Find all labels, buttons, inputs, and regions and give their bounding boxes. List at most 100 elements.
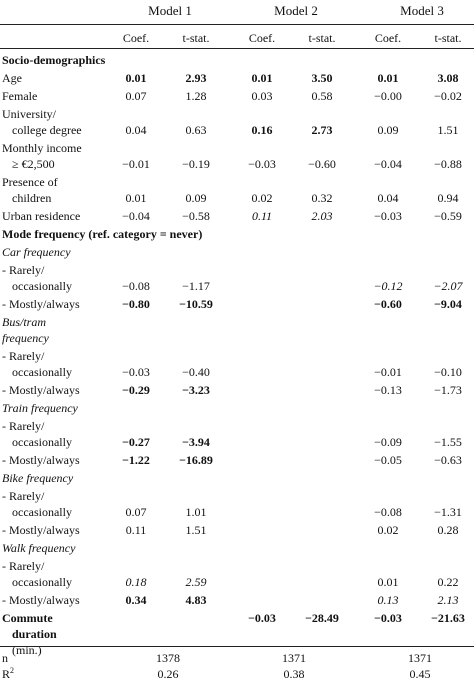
coef-cell: −0.08 bbox=[374, 505, 402, 519]
tstat-cell: −21.63 bbox=[431, 611, 465, 625]
row-label: Presence of bbox=[2, 175, 58, 189]
tstat-cell: 0.28 bbox=[437, 523, 459, 537]
coef-cell: 0.07 bbox=[125, 505, 147, 519]
tstat-cell: −0.60 bbox=[308, 157, 336, 171]
coef-cell: 0.07 bbox=[125, 89, 147, 103]
tstat-cell: 1.51 bbox=[185, 523, 207, 537]
coef-cell: −1.22 bbox=[122, 453, 150, 467]
tstat-cell: 4.83 bbox=[185, 593, 207, 607]
tstat-cell: 1.51 bbox=[437, 123, 459, 137]
row-label: - Mostly/always bbox=[2, 453, 80, 467]
tstat-cell: 0.32 bbox=[311, 191, 333, 205]
coef-cell: −0.03 bbox=[248, 157, 276, 171]
model-2-underline bbox=[240, 24, 352, 25]
tstat-cell: −0.59 bbox=[434, 209, 462, 223]
tstat-cell: 2.93 bbox=[185, 71, 207, 85]
tstat-cell: 3.08 bbox=[437, 71, 459, 85]
r2-value-3: 0.45 bbox=[409, 667, 431, 681]
model-3-underline bbox=[366, 24, 474, 25]
row-label: occasionally bbox=[12, 279, 72, 293]
row-label: Walk frequency bbox=[2, 541, 76, 555]
tstat-cell: 2.73 bbox=[311, 123, 333, 137]
coef-cell: −0.27 bbox=[122, 435, 150, 449]
coef-cell: 0.01 bbox=[251, 71, 273, 85]
row-label: Socio-demographics bbox=[2, 53, 106, 67]
tstat-cell: 0.58 bbox=[311, 89, 333, 103]
row-label: - Mostly/always bbox=[2, 297, 80, 311]
tstat-cell: −0.10 bbox=[434, 365, 462, 379]
row-label: Mode frequency (ref. category = never) bbox=[2, 227, 203, 241]
tstat-cell: 2.59 bbox=[185, 575, 207, 589]
model-3-header: Model 3 bbox=[400, 3, 444, 18]
coef-cell: −0.04 bbox=[122, 209, 150, 223]
model-1-underline bbox=[114, 24, 226, 25]
row-label: - Mostly/always bbox=[2, 593, 80, 607]
coef-cell: 0.16 bbox=[251, 123, 273, 137]
tstat-cell: −0.40 bbox=[182, 365, 210, 379]
coef-cell: 0.18 bbox=[125, 575, 147, 589]
coef-cell: −0.08 bbox=[122, 279, 150, 293]
header-rule bbox=[0, 48, 474, 49]
tstat-cell: 2.13 bbox=[437, 593, 459, 607]
coef-cell: −0.01 bbox=[122, 157, 150, 171]
n-value-3: 1371 bbox=[408, 651, 432, 665]
row-label: Train frequency bbox=[2, 401, 78, 415]
row-label: Urban residence bbox=[2, 209, 81, 223]
coef-cell: −0.03 bbox=[248, 611, 276, 625]
coef-cell: −0.29 bbox=[122, 383, 150, 397]
row-label: - Rarely/ bbox=[2, 489, 45, 503]
n-value-1: 1378 bbox=[156, 651, 180, 665]
r2-value-2: 0.38 bbox=[283, 667, 305, 681]
coef-cell: 0.04 bbox=[125, 123, 147, 137]
row-label: ≥ €2,500 bbox=[12, 157, 55, 171]
coef-cell: 0.34 bbox=[125, 593, 147, 607]
coef-cell: −0.03 bbox=[374, 611, 402, 625]
coef-cell: 0.11 bbox=[251, 209, 273, 223]
tstat-cell: 0.09 bbox=[185, 191, 207, 205]
coef-cell: −0.00 bbox=[374, 89, 402, 103]
coef-cell: −0.01 bbox=[374, 365, 402, 379]
tstat-cell: 1.01 bbox=[185, 505, 207, 519]
coef-cell: 0.01 bbox=[377, 71, 399, 85]
model-1-header: Model 1 bbox=[148, 3, 192, 18]
coef-cell: −0.12 bbox=[373, 279, 403, 293]
tstat-cell: −1.73 bbox=[434, 383, 462, 397]
tstat-cell: −0.58 bbox=[182, 209, 210, 223]
tstat-header-1: t-stat. bbox=[182, 31, 210, 45]
coef-cell: 0.09 bbox=[377, 123, 399, 137]
r2-label-sup: 2 bbox=[10, 666, 15, 675]
row-label: Commute bbox=[2, 611, 53, 625]
tstat-cell: −28.49 bbox=[305, 611, 339, 625]
coef-cell: 0.11 bbox=[125, 523, 147, 537]
tstat-cell: −16.89 bbox=[179, 453, 213, 467]
tstat-cell: −10.59 bbox=[179, 297, 213, 311]
coef-cell: −0.05 bbox=[374, 453, 402, 467]
r2-label: R2 bbox=[2, 666, 15, 682]
row-label: occasionally bbox=[12, 365, 72, 379]
row-label: occasionally bbox=[12, 435, 72, 449]
tstat-cell: −0.02 bbox=[434, 89, 462, 103]
coef-header-3: Coef. bbox=[374, 31, 402, 45]
tstat-cell: 1.28 bbox=[185, 89, 207, 103]
coef-cell: −0.09 bbox=[374, 435, 402, 449]
coef-cell: 0.02 bbox=[377, 523, 399, 537]
coef-cell: −0.13 bbox=[374, 383, 402, 397]
n-label: n bbox=[2, 651, 8, 665]
coef-cell: −0.80 bbox=[122, 297, 150, 311]
tstat-cell: −0.88 bbox=[434, 157, 462, 171]
coef-header-1: Coef. bbox=[122, 31, 150, 45]
row-label: duration bbox=[12, 627, 57, 641]
row-label: - Rarely/ bbox=[2, 263, 45, 277]
tstat-cell: −3.94 bbox=[182, 435, 210, 449]
tstat-cell: −1.55 bbox=[434, 435, 462, 449]
row-label: - Rarely/ bbox=[2, 559, 45, 573]
r2-value-1: 0.26 bbox=[157, 667, 179, 681]
row-label: - Rarely/ bbox=[2, 349, 45, 363]
row-label: - Mostly/always bbox=[2, 383, 80, 397]
coef-cell: 0.01 bbox=[125, 71, 147, 85]
model-2-header: Model 2 bbox=[274, 3, 318, 18]
row-label: Bus/tram bbox=[2, 315, 47, 329]
top-rule bbox=[0, 24, 474, 25]
tstat-cell: −1.17 bbox=[182, 279, 210, 293]
